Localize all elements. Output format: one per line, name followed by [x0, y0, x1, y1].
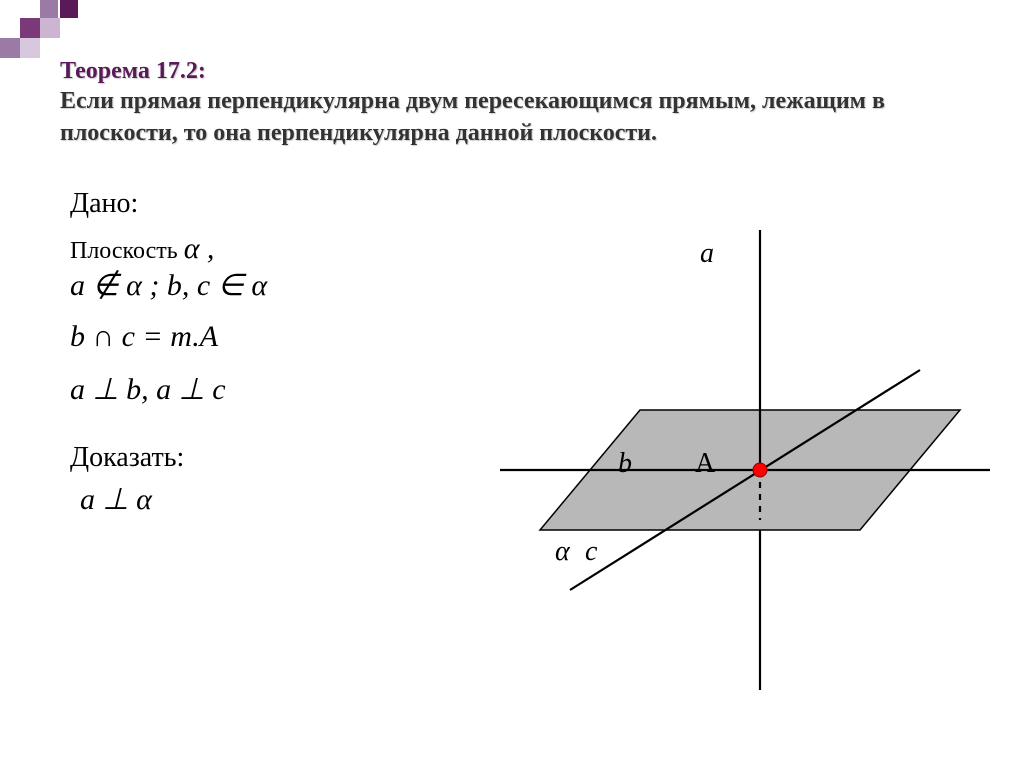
diagram: [470, 220, 1000, 720]
given-line-2: b ∩ c = т.A: [70, 320, 218, 354]
decor-square: [40, 18, 60, 38]
theorem-title-block: Теорема 17.2: Если прямая перпендикулярн…: [60, 58, 940, 150]
theorem-statement: Если прямая перпендикулярна двум пересек…: [60, 88, 885, 146]
label-b: b: [618, 448, 632, 480]
slide: Теорема 17.2: Если прямая перпендикулярн…: [0, 0, 1024, 768]
label-point-a: A: [695, 448, 715, 480]
decor-square: [20, 38, 40, 58]
given-plane: Плоскость α ,: [70, 232, 214, 266]
prove-label: Доказать:: [70, 442, 184, 474]
diagram-svg: [470, 220, 1000, 720]
point-a: [753, 463, 767, 477]
prove-statement: a ⊥ α: [80, 482, 152, 517]
decor-square: [20, 18, 40, 38]
given-label: Дано:: [70, 188, 138, 220]
theorem-number: Теорема 17.2:: [60, 58, 206, 84]
given-line-1: a ∉ α ; b, c ∈ α: [70, 268, 267, 303]
label-a: a: [700, 238, 714, 270]
label-c: c: [585, 536, 597, 568]
label-alpha: α: [555, 536, 570, 568]
decor-square: [60, 0, 78, 18]
given-line-3: a ⊥ b, a ⊥ c: [70, 372, 226, 407]
plane-alpha: α ,: [184, 232, 215, 265]
plane-word: Плоскость: [70, 238, 184, 264]
decor-square: [40, 0, 58, 18]
decor-square: [0, 38, 20, 58]
